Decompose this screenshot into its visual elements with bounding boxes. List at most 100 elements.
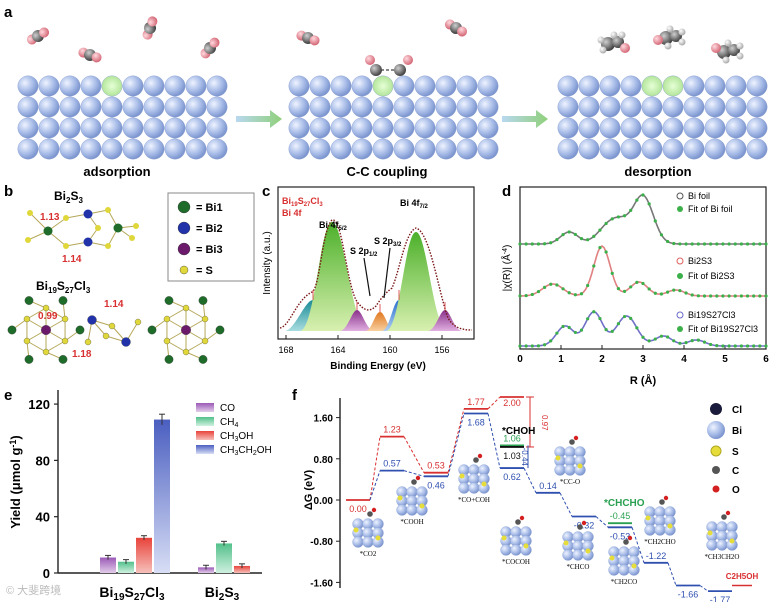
slab-atom [641, 138, 663, 160]
xps-xtick-label: 164 [330, 345, 345, 355]
exafs-bi-foil-point [616, 215, 621, 219]
bicl-atom [42, 304, 50, 312]
bicl-charge-1: 0.99 [38, 311, 58, 322]
exafs-bi2s3-point [745, 294, 750, 298]
slab-atom [414, 117, 436, 139]
exafs-bi2s3-point [518, 294, 522, 298]
xps-s12-label: S 2p1/2 [350, 246, 378, 258]
exafs-curves [518, 193, 768, 348]
panel-a-letter: a [4, 4, 13, 21]
exafs-bi2s3-point [690, 293, 694, 297]
level-black-1-value: 1.03 [503, 451, 521, 461]
exafs-bicl-point [579, 328, 584, 332]
xps-xtick-label: 168 [278, 345, 293, 355]
xps-peak-purple-2 [428, 310, 462, 331]
slab-atom [101, 96, 123, 118]
co2-molecule-2 [78, 47, 102, 63]
species-label: *CO+COH [458, 496, 490, 504]
ethanol-molecule-1 [597, 31, 630, 54]
species-label: *CH2CHO [644, 538, 676, 546]
slab-atom [309, 96, 331, 118]
slab-atom [351, 138, 373, 160]
yield-bar [216, 543, 232, 573]
co2-molecule-3 [142, 16, 158, 40]
xps-peak-markers [312, 290, 446, 312]
slab-atom [80, 117, 102, 139]
slab-atom [393, 96, 415, 118]
exafs-bicl-point [764, 344, 768, 348]
bicl-atom [75, 325, 85, 335]
exafs-bicl-point [641, 335, 645, 339]
bicl-atom [198, 355, 208, 364]
exafs-bi-foil-line [520, 194, 766, 245]
yield-xlabel-bicl: Bi19S27Cl3 [99, 584, 165, 602]
exafs-bi-foil-point [727, 242, 731, 246]
exafs-bicl-point [622, 314, 627, 319]
slab-atom [122, 117, 144, 139]
exafs-bicl-point [672, 339, 676, 343]
slab-atom [164, 96, 186, 118]
bicl-atom [87, 315, 97, 325]
slab-atom [557, 75, 579, 97]
slab-atom [101, 75, 123, 97]
exafs-bi2s3-point [524, 294, 528, 298]
exafs-bi2s3-point [635, 280, 639, 284]
exafs-legend-marker-fit-bi-foil [677, 206, 683, 212]
exafs-bi2s3-point [721, 294, 725, 298]
co2-molecule-4 [200, 37, 220, 59]
bicl-structure-title: Bi19S27Cl3 [36, 279, 91, 295]
xps-peak-52-label: Bi 4f5/2 [319, 220, 348, 232]
slab-atom [351, 96, 373, 118]
slab-atom [309, 117, 331, 139]
slab-atom [683, 96, 705, 118]
bicl-atom [84, 338, 92, 346]
exafs-bi-foil-point [666, 239, 670, 244]
exafs-bi2s3-point [622, 289, 627, 293]
species-label: *CH2CO [611, 578, 637, 586]
bicl-atom [121, 337, 131, 347]
exafs-bi2s3-point [610, 271, 614, 275]
bicl-atom [181, 325, 191, 335]
delta-red: 0.97 [540, 415, 549, 431]
panel-f-letter: f [292, 387, 298, 404]
atom-legend-dot [177, 200, 191, 214]
bicl-atom [164, 296, 174, 305]
level-ethanol-value: -1.77 [710, 595, 731, 602]
slab-atom [351, 117, 373, 139]
exafs-bi-foil-point [764, 242, 768, 246]
level-blue-3-value: 1.68 [467, 417, 485, 427]
slab-atom [288, 96, 310, 118]
bicl-atom [61, 315, 69, 323]
xps-axes-frame [277, 186, 475, 340]
exafs-legend-marker-bi-foil [676, 192, 684, 200]
exafs-xlabel: R (Å) [630, 374, 657, 387]
yield-bar [118, 561, 134, 573]
level-red-choh-value: 2.00 [503, 398, 521, 408]
slab-atom [351, 75, 373, 97]
exafs-bicl-point [715, 344, 719, 348]
exafs-bicl-point [543, 343, 547, 347]
slab-atom [599, 96, 621, 118]
bicl-atom [215, 325, 225, 335]
atom-legend-label: = Bi2 [196, 223, 223, 235]
energy-ylabel: ΔG (eV) [303, 470, 315, 511]
exafs-bi-foil-point [610, 217, 614, 221]
slab-atom [477, 138, 499, 160]
exafs-bi2s3-point [684, 291, 688, 295]
exafs-legend-fit-bicl: Fit of Bi19S27Cl3 [688, 324, 758, 334]
exafs-bi-foil-point [536, 242, 541, 246]
yield-yticks: 0 40 80 120 [28, 397, 58, 581]
exafs-bi2s3-point [579, 292, 584, 296]
slab-atom [641, 75, 663, 97]
atom-legend-label: = S [196, 265, 213, 277]
slab-atom [59, 75, 81, 97]
exafs-bi-foil-point [684, 242, 688, 246]
level-blue-8-value: -1.22 [646, 551, 667, 561]
exafs-bi-foil-point [629, 208, 633, 212]
xps-xtick-label: 160 [382, 345, 397, 355]
watermark: © 大斐跨境 [6, 583, 61, 597]
xps-peak-purple-1 [340, 310, 374, 331]
slab-atom [17, 117, 39, 139]
arrow-2 [502, 110, 548, 128]
atom-legend-dot [179, 265, 189, 275]
